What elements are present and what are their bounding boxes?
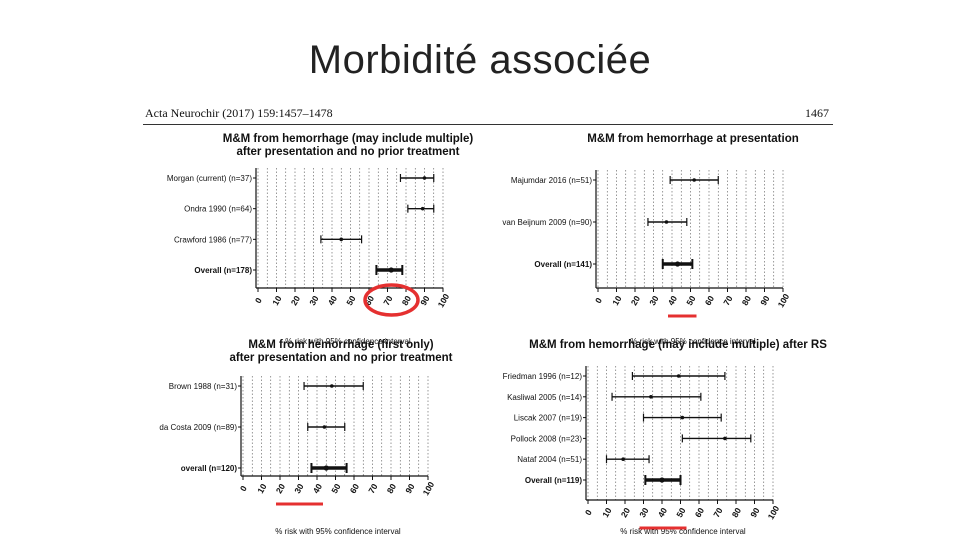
point-estimate xyxy=(339,237,344,242)
x-tick-label: 90 xyxy=(758,294,772,307)
x-tick-label: 30 xyxy=(637,506,651,519)
point-estimate xyxy=(649,395,653,399)
point-estimate xyxy=(422,176,427,180)
x-tick-label: 60 xyxy=(693,506,707,519)
row-label: Morgan (current) (n=37) xyxy=(167,174,252,183)
x-tick-label: 100 xyxy=(766,504,782,522)
x-tick-label: 50 xyxy=(674,506,688,519)
x-tick-label: 60 xyxy=(703,294,717,307)
x-tick-label: 80 xyxy=(385,482,399,495)
x-tick-label: 70 xyxy=(711,506,725,519)
x-tick-label: 0 xyxy=(583,508,594,517)
point-estimate xyxy=(323,465,329,471)
forest-plot-bottom-right: M&M from hemorrhage (may include multipl… xyxy=(503,339,828,536)
x-tick-label: 40 xyxy=(311,482,325,495)
x-tick-label: 40 xyxy=(656,506,670,519)
forest-plot-figure: Acta Neurochir (2017) 159:1457–1478 1467… xyxy=(143,104,833,536)
x-tick-label: 20 xyxy=(274,482,288,495)
x-tick-label: 10 xyxy=(255,482,269,495)
x-tick-label: 70 xyxy=(721,294,735,307)
row-label: Kasliwal 2005 (n=14) xyxy=(507,393,582,402)
journal-citation: Acta Neurochir (2017) 159:1457–1478 xyxy=(145,106,333,120)
x-axis-label: % risk with 95% confidence interval xyxy=(620,527,746,536)
forest-plot-top-left: M&M from hemorrhage (may include multipl… xyxy=(167,133,474,346)
row-label: van Beijnum 2009 (n=90) xyxy=(502,218,592,227)
x-tick-label: 80 xyxy=(740,294,754,307)
x-tick-label: 90 xyxy=(403,482,417,495)
point-estimate xyxy=(388,267,394,273)
highlight-circle xyxy=(363,283,420,317)
x-tick-label: 50 xyxy=(684,294,698,307)
x-axis-label: % risk with 95% confidence interval xyxy=(275,527,401,536)
x-tick-label: 10 xyxy=(600,506,614,519)
header-rule xyxy=(143,124,833,125)
forest-plot-bottom-left: M&M from hemorrhage (first only)after pr… xyxy=(159,339,452,536)
row-label: Majumdar 2016 (n=51) xyxy=(511,176,592,185)
x-tick-label: 100 xyxy=(421,480,437,498)
row-label: Crawford 1986 (n=77) xyxy=(174,235,252,244)
slide-title: Morbidité associée xyxy=(308,38,652,82)
point-estimate xyxy=(676,374,681,378)
x-tick-label: 20 xyxy=(619,506,633,519)
row-label: Brown 1988 (n=31) xyxy=(169,382,238,391)
x-axis-label: % risk with 95% confidence interval xyxy=(285,337,411,346)
x-tick-label: 90 xyxy=(748,506,762,519)
row-label: da Costa 2009 (n=89) xyxy=(159,423,237,432)
x-tick-label: 0 xyxy=(253,296,264,305)
x-tick-label: 100 xyxy=(776,292,792,310)
row-label: Nataf 2004 (n=51) xyxy=(517,455,582,464)
x-tick-label: 40 xyxy=(666,294,680,307)
point-estimate xyxy=(621,457,625,461)
point-estimate xyxy=(680,415,685,420)
x-tick-label: 90 xyxy=(418,294,432,307)
x-tick-label: 0 xyxy=(593,296,604,305)
chart-title-line: after presentation and no prior treatmen… xyxy=(236,146,459,158)
row-label: Overall (n=178) xyxy=(194,266,252,275)
chart-title-line: M&M from hemorrhage (may include multipl… xyxy=(223,133,474,145)
row-label: Overall (n=119) xyxy=(525,476,582,485)
point-estimate xyxy=(322,425,327,429)
x-tick-label: 80 xyxy=(730,506,744,519)
forest-plot-top-right: M&M from hemorrhage at presentation 0 10 20… xyxy=(502,133,799,346)
row-label: Ondra 1990 (n=64) xyxy=(184,205,252,214)
x-tick-label: 10 xyxy=(610,294,624,307)
x-tick-label: 70 xyxy=(381,294,395,307)
x-tick-label: 60 xyxy=(348,482,362,495)
x-tick-label: 100 xyxy=(436,292,452,310)
x-tick-label: 40 xyxy=(326,294,340,307)
point-estimate xyxy=(664,220,669,224)
point-estimate xyxy=(420,206,425,211)
x-tick-label: 50 xyxy=(344,294,358,307)
x-tick-label: 20 xyxy=(289,294,303,307)
chart-title-line: M&M from hemorrhage (first only) xyxy=(248,339,433,351)
x-tick-label: 30 xyxy=(292,482,306,495)
row-label: Pollock 2008 (n=23) xyxy=(511,434,583,443)
x-tick-label: 50 xyxy=(329,482,343,495)
row-label: Liscak 2007 (n=19) xyxy=(514,414,583,423)
x-axis-label: % risk with 95% confidence interval xyxy=(630,337,756,346)
chart-title-line: after presentation and no prior treatmen… xyxy=(229,352,452,364)
point-estimate xyxy=(659,477,665,483)
point-estimate xyxy=(330,384,334,388)
point-estimate xyxy=(674,261,681,267)
x-tick-label: 20 xyxy=(629,294,643,307)
row-label: overall (n=120) xyxy=(181,464,238,473)
chart-title-line: M&M from hemorrhage (may include multipl… xyxy=(529,339,827,351)
row-label: Friedman 1996 (n=12) xyxy=(503,372,583,381)
point-estimate xyxy=(723,436,727,441)
x-tick-label: 30 xyxy=(647,294,661,307)
point-estimate xyxy=(692,178,696,182)
x-tick-label: 0 xyxy=(238,484,249,493)
row-label: Overall (n=141) xyxy=(534,260,592,269)
journal-page-number: 1467 xyxy=(805,106,829,120)
x-tick-label: 70 xyxy=(366,482,380,495)
x-tick-label: 80 xyxy=(400,294,414,307)
x-tick-label: 10 xyxy=(270,294,284,307)
chart-title-line: M&M from hemorrhage at presentation xyxy=(587,133,799,145)
x-tick-label: 30 xyxy=(307,294,321,307)
